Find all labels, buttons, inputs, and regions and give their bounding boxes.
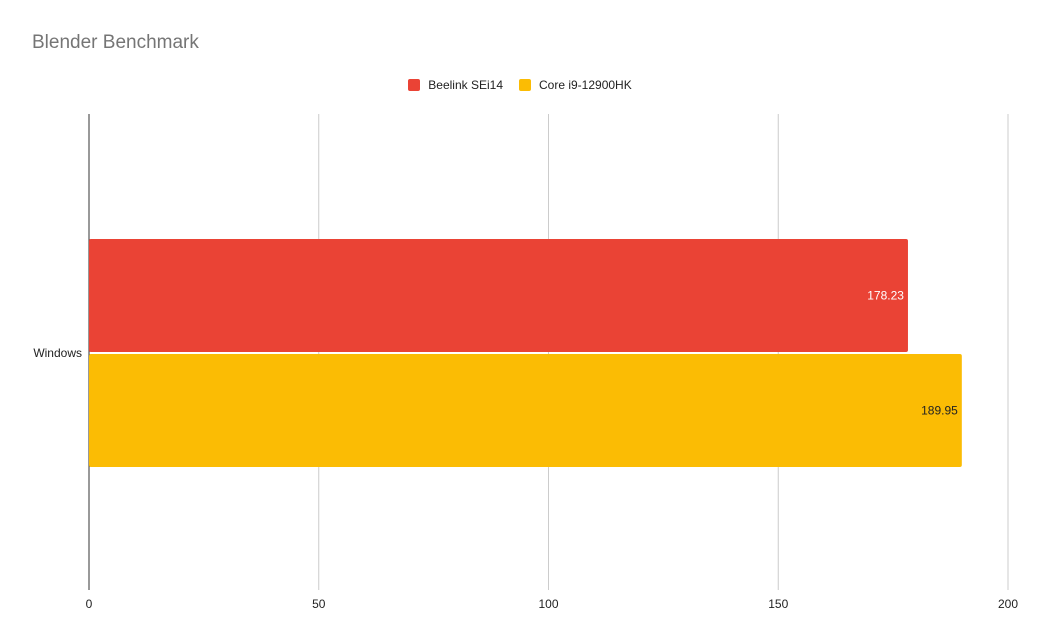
legend-swatch-beelink	[408, 79, 421, 91]
data-label-core-i9-12900hk: 189.95	[921, 404, 958, 418]
x-tick-label-200: 200	[998, 597, 1018, 611]
legend-label-beelink: Beelink SEi14	[428, 78, 503, 92]
x-tick-label-100: 100	[538, 597, 558, 611]
legend: Beelink SEi14 Core i9-12900HK	[0, 76, 1040, 94]
data-label-beelink-sei14: 178.23	[867, 289, 904, 303]
bar-beelink-sei14	[89, 239, 908, 352]
legend-label-core-i9: Core i9-12900HK	[539, 78, 632, 92]
legend-item-beelink: Beelink SEi14	[408, 78, 503, 92]
x-tick-label-150: 150	[768, 597, 788, 611]
x-tick-label-0: 0	[86, 597, 93, 611]
legend-swatch-core-i9	[519, 79, 531, 91]
y-category-label: Windows	[33, 346, 82, 360]
legend-item-core-i9: Core i9-12900HK	[519, 78, 632, 92]
x-tick-label-50: 50	[312, 597, 326, 611]
bar-core-i9-12900hk	[89, 354, 962, 467]
chart-title: Blender Benchmark	[32, 32, 199, 53]
